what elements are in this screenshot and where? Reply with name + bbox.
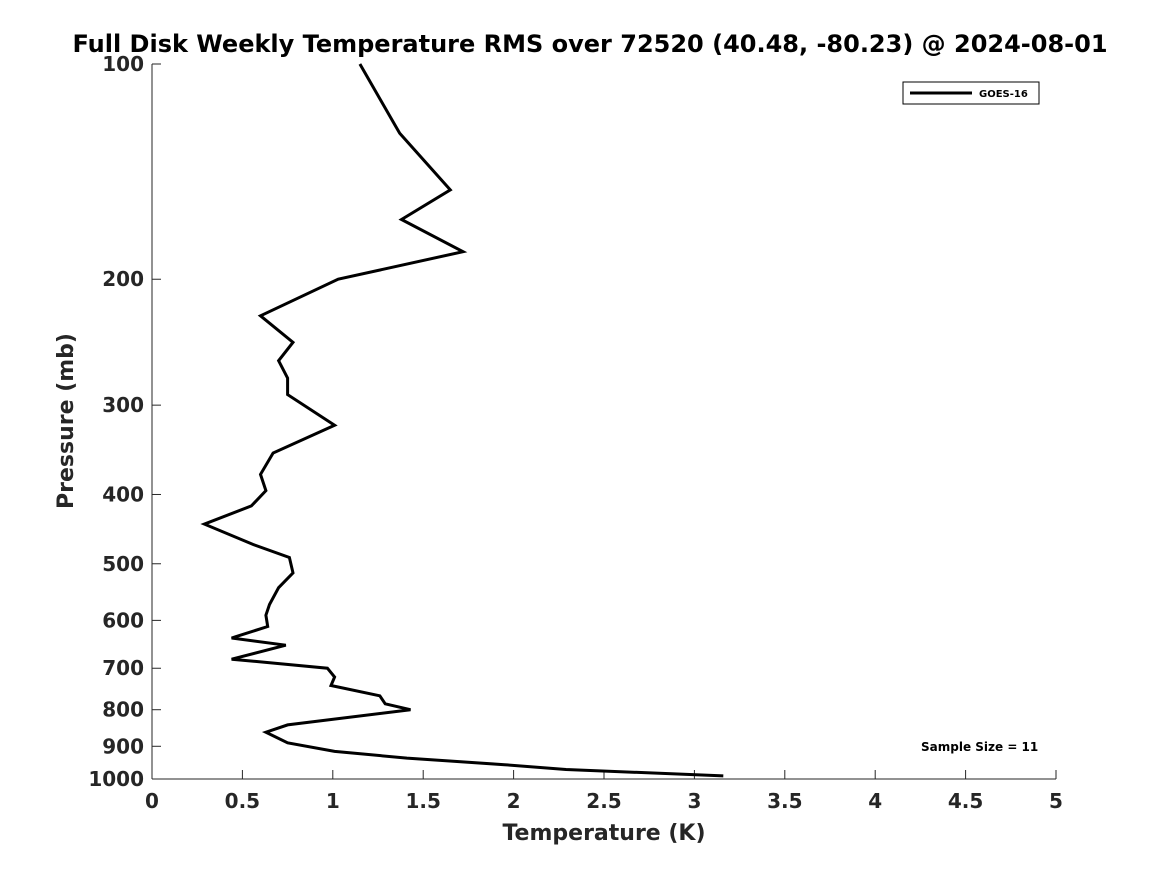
series-line-goes-16 bbox=[200, 63, 724, 778]
x-tick-label: 0.5 bbox=[225, 789, 260, 813]
y-tick-label: 600 bbox=[102, 608, 144, 632]
x-tick-label: 4.5 bbox=[948, 789, 983, 813]
y-tick-label: 500 bbox=[102, 552, 144, 576]
y-tick-label: 100 bbox=[102, 52, 144, 76]
y-axis-ticks: 100 200 300 400 500 600 700 800 900 1000 bbox=[88, 52, 161, 791]
y-tick-label: 900 bbox=[102, 734, 144, 758]
y-tick-label: 300 bbox=[102, 393, 144, 417]
x-tick-label: 1 bbox=[326, 789, 340, 813]
y-axis-label: Pressure (mb) bbox=[54, 333, 79, 509]
y-tick-label: 200 bbox=[102, 267, 144, 291]
x-tick-label: 0 bbox=[145, 789, 159, 813]
x-tick-label: 2 bbox=[507, 789, 521, 813]
y-tick-label: 400 bbox=[102, 482, 144, 506]
chart-title: Full Disk Weekly Temperature RMS over 72… bbox=[72, 30, 1107, 58]
x-tick-label: 5 bbox=[1049, 789, 1063, 813]
y-tick-label: 1000 bbox=[88, 767, 144, 791]
x-tick-label: 3.5 bbox=[767, 789, 802, 813]
x-tick-label: 1.5 bbox=[405, 789, 440, 813]
x-tick-label: 4 bbox=[868, 789, 882, 813]
x-axis-label: Temperature (K) bbox=[502, 821, 705, 846]
y-tick-label: 800 bbox=[102, 698, 144, 722]
legend-entry-goes-16: GOES-16 bbox=[979, 89, 1028, 100]
legend: GOES-16 bbox=[902, 81, 1040, 105]
x-axis-ticks: 0 0.5 1 1.5 2 2.5 3 3.5 4 4.5 5 bbox=[145, 770, 1063, 813]
y-tick-label: 700 bbox=[102, 656, 144, 680]
sample-size-annotation: Sample Size = 11 bbox=[921, 740, 1038, 754]
x-tick-label: 2.5 bbox=[586, 789, 621, 813]
x-tick-label: 3 bbox=[687, 789, 701, 813]
